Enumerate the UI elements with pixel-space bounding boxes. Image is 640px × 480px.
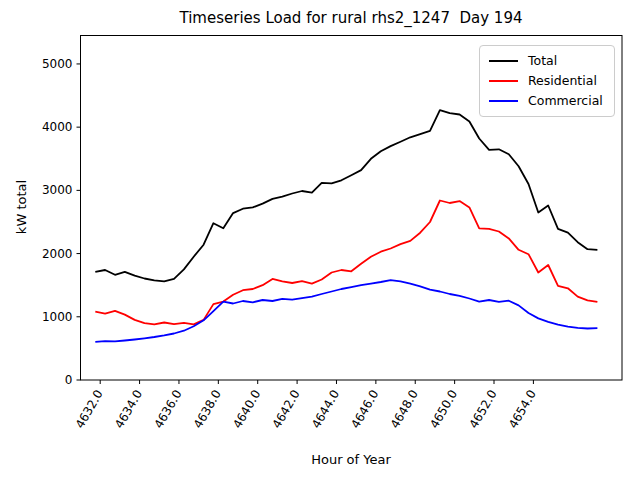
total-line-swatch	[489, 60, 518, 62]
series-line-residential	[95, 201, 597, 325]
x-tick-label: 4650.0	[427, 388, 460, 431]
y-tick-label: 4000	[42, 120, 73, 134]
legend-item-commercial: Commercial	[489, 91, 614, 111]
legend: Total Residential Commercial	[479, 45, 615, 117]
x-tick-label: 4636.0	[151, 388, 184, 431]
x-tick-label: 4646.0	[348, 388, 381, 431]
x-tick-label: 4638.0	[191, 388, 224, 431]
residential-line-swatch	[489, 80, 518, 82]
x-tick-label: 4644.0	[309, 388, 342, 431]
y-axis-label: kW total	[14, 180, 29, 234]
y-tick-label: 5000	[42, 57, 73, 71]
legend-label-commercial: Commercial	[528, 91, 603, 111]
x-tick-label: 4652.0	[466, 388, 499, 431]
x-tick-label: 4640.0	[230, 388, 263, 431]
chart-figure: 0100020003000400050004632.04634.04636.04…	[0, 0, 640, 480]
x-tick-label: 4634.0	[112, 388, 145, 431]
legend-label-total: Total	[528, 51, 557, 71]
y-tick-label: 0	[65, 373, 73, 387]
x-tick-label: 4648.0	[388, 388, 421, 431]
x-axis-label: Hour of Year	[80, 452, 622, 467]
legend-item-residential: Residential	[489, 71, 614, 91]
y-tick-label: 2000	[42, 247, 73, 261]
commercial-line-swatch	[489, 100, 518, 102]
x-tick-label: 4632.0	[73, 388, 106, 431]
x-tick-label: 4642.0	[270, 388, 303, 431]
y-tick-label: 1000	[42, 310, 73, 324]
legend-label-residential: Residential	[528, 71, 597, 91]
series-line-commercial	[95, 280, 597, 342]
legend-item-total: Total	[489, 51, 614, 71]
chart-title: Timeseries Load for rural rhs2_1247 Day …	[80, 9, 622, 27]
y-tick-label: 3000	[42, 183, 73, 197]
series-line-total	[95, 110, 597, 281]
x-tick-label: 4654.0	[506, 388, 539, 431]
